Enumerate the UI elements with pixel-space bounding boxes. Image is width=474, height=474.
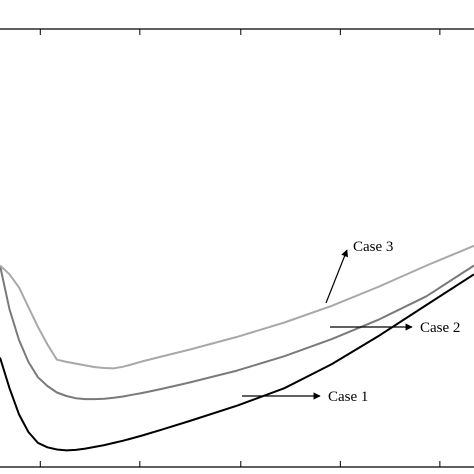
series-line-case-2	[0, 264, 474, 401]
annotation-label-case-1: Case 1	[328, 389, 368, 405]
axis-ticks	[39, 29, 441, 467]
series-lines	[0, 244, 474, 452]
series-line-case-1	[0, 273, 474, 452]
annotation-label-case-3: Case 3	[353, 239, 393, 255]
series-line-case-3	[0, 244, 474, 370]
annotation-arrow-case-3	[325, 249, 348, 304]
annotation-label-case-2: Case 2	[420, 320, 460, 336]
annotations: Case 1 Case 2 Case 3	[242, 239, 460, 405]
